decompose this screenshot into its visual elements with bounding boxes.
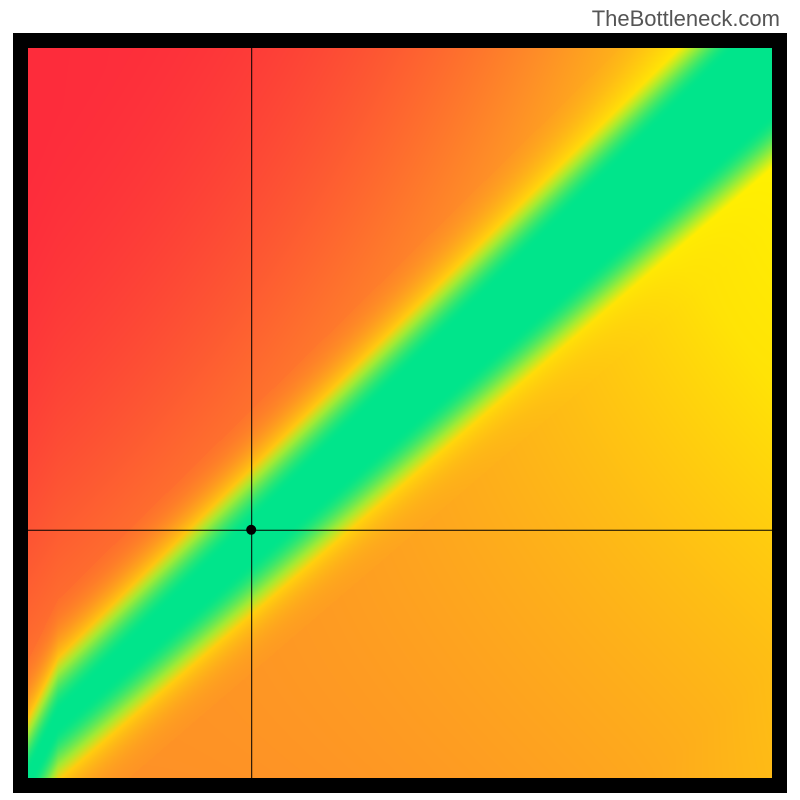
chart-container: TheBottleneck.com xyxy=(0,0,800,800)
bottleneck-heatmap xyxy=(13,33,787,793)
attribution-label: TheBottleneck.com xyxy=(592,6,780,32)
